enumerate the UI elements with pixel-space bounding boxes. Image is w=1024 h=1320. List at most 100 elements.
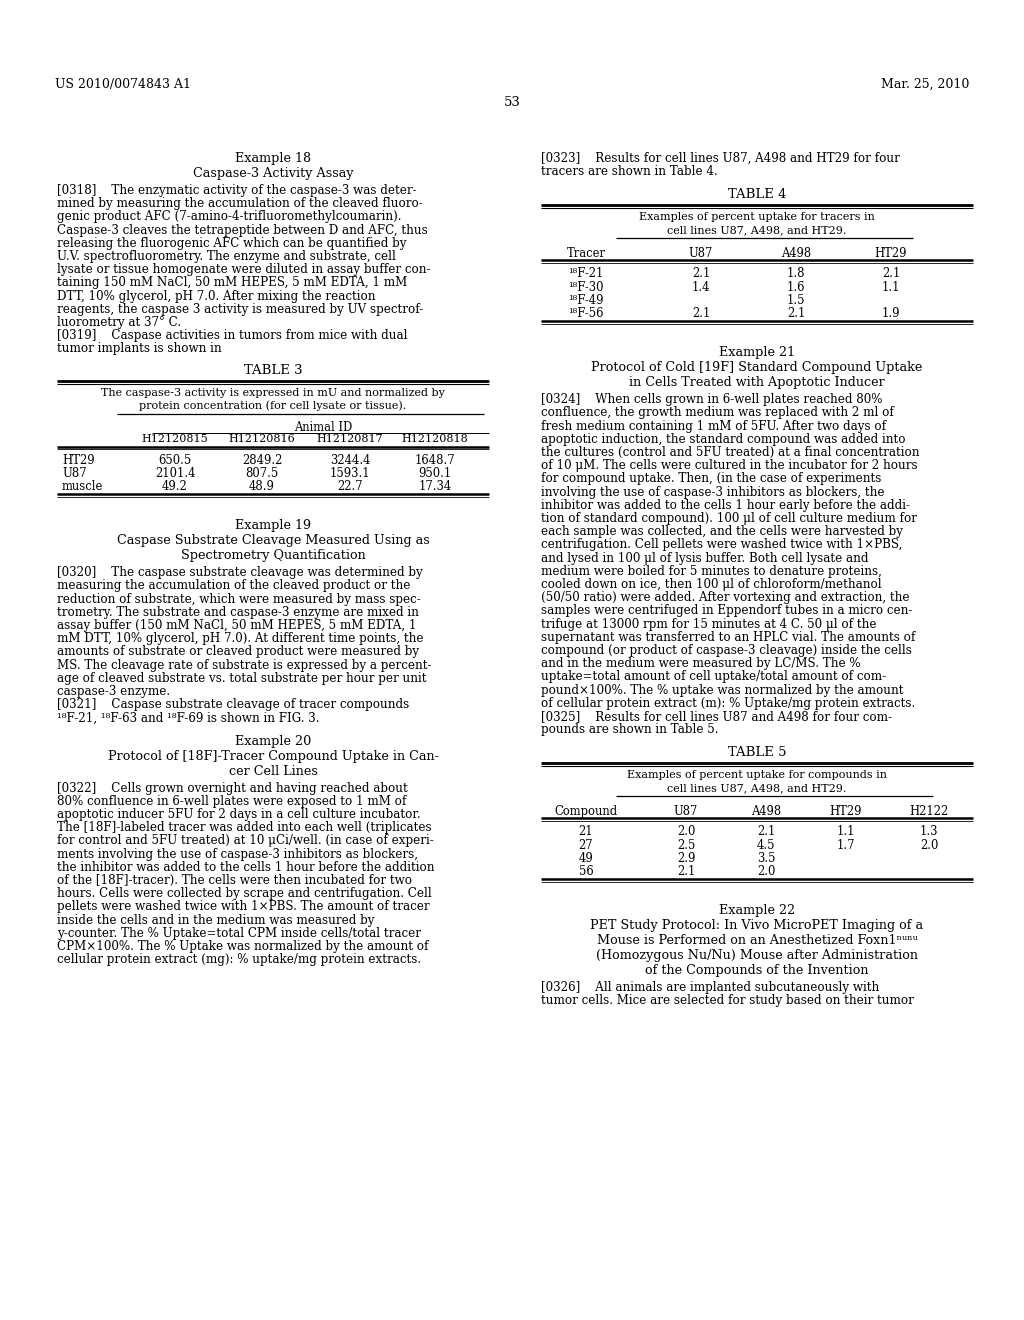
Text: trometry. The substrate and caspase-3 enzyme are mixed in: trometry. The substrate and caspase-3 en…: [57, 606, 419, 619]
Text: (50/50 ratio) were added. After vortexing and extraction, the: (50/50 ratio) were added. After vortexin…: [541, 591, 909, 605]
Text: 49.2: 49.2: [162, 480, 187, 492]
Text: 80% confluence in 6-well plates were exposed to 1 mM of: 80% confluence in 6-well plates were exp…: [57, 795, 407, 808]
Text: Caspase-3 Activity Assay: Caspase-3 Activity Assay: [193, 168, 353, 180]
Text: 1.5: 1.5: [786, 294, 805, 306]
Text: 1.3: 1.3: [920, 825, 938, 838]
Text: 3244.4: 3244.4: [330, 454, 371, 466]
Text: of the Compounds of the Invention: of the Compounds of the Invention: [645, 964, 868, 977]
Text: uptake=total amount of cell uptake/total amount of com-: uptake=total amount of cell uptake/total…: [541, 671, 886, 684]
Text: Caspase-3 cleaves the tetrapeptide between D and AFC, thus: Caspase-3 cleaves the tetrapeptide betwe…: [57, 223, 428, 236]
Text: 2849.2: 2849.2: [242, 454, 283, 466]
Text: Compound: Compound: [554, 805, 617, 818]
Text: 2.1: 2.1: [882, 268, 900, 280]
Text: 1.6: 1.6: [786, 281, 805, 293]
Text: pellets were washed twice with 1×PBS. The amount of tracer: pellets were washed twice with 1×PBS. Th…: [57, 900, 430, 913]
Text: apoptotic induction, the standard compound was added into: apoptotic induction, the standard compou…: [541, 433, 905, 446]
Text: 2101.4: 2101.4: [155, 467, 196, 479]
Text: H12120816: H12120816: [228, 433, 295, 444]
Text: CPM×100%. The % Uptake was normalized by the amount of: CPM×100%. The % Uptake was normalized by…: [57, 940, 428, 953]
Text: for compound uptake. Then, (in the case of experiments: for compound uptake. Then, (in the case …: [541, 473, 882, 486]
Text: 56: 56: [579, 865, 593, 878]
Text: tracers are shown in Table 4.: tracers are shown in Table 4.: [541, 165, 718, 178]
Text: of cellular protein extract (m): % Uptake/mg protein extracts.: of cellular protein extract (m): % Uptak…: [541, 697, 915, 710]
Text: [0323]    Results for cell lines U87, A498 and HT29 for four: [0323] Results for cell lines U87, A498 …: [541, 152, 900, 165]
Text: compound (or product of caspase-3 cleavage) inside the cells: compound (or product of caspase-3 cleava…: [541, 644, 912, 657]
Text: Caspase Substrate Cleavage Measured Using as: Caspase Substrate Cleavage Measured Usin…: [117, 535, 429, 548]
Text: luorometry at 37° C.: luorometry at 37° C.: [57, 315, 181, 329]
Text: 2.0: 2.0: [757, 865, 775, 878]
Text: mM DTT, 10% glycerol, pH 7.0). At different time points, the: mM DTT, 10% glycerol, pH 7.0). At differ…: [57, 632, 424, 645]
Text: protein concentration (for cell lysate or tissue).: protein concentration (for cell lysate o…: [139, 400, 407, 411]
Text: Examples of percent uptake for tracers in: Examples of percent uptake for tracers i…: [639, 213, 874, 222]
Text: 1.1: 1.1: [837, 825, 855, 838]
Text: tumor cells. Mice are selected for study based on their tumor: tumor cells. Mice are selected for study…: [541, 994, 913, 1007]
Text: confluence, the growth medium was replaced with 2 ml of: confluence, the growth medium was replac…: [541, 407, 894, 420]
Text: in Cells Treated with Apoptotic Inducer: in Cells Treated with Apoptotic Inducer: [629, 376, 885, 389]
Text: and in the medium were measured by LC/MS. The %: and in the medium were measured by LC/MS…: [541, 657, 860, 671]
Text: fresh medium containing 1 mM of 5FU. After two days of: fresh medium containing 1 mM of 5FU. Aft…: [541, 420, 886, 433]
Text: U87: U87: [674, 805, 698, 818]
Text: pounds are shown in Table 5.: pounds are shown in Table 5.: [541, 723, 719, 737]
Text: for control and 5FU treated) at 10 μCi/well. (in case of experi-: for control and 5FU treated) at 10 μCi/w…: [57, 834, 434, 847]
Text: 3.5: 3.5: [757, 851, 775, 865]
Text: U87: U87: [689, 247, 713, 260]
Text: US 2010/0074843 A1: US 2010/0074843 A1: [55, 78, 191, 91]
Text: samples were centrifuged in Eppendorf tubes in a micro cen-: samples were centrifuged in Eppendorf tu…: [541, 605, 912, 618]
Text: DTT, 10% glycerol, pH 7.0. After mixing the reaction: DTT, 10% glycerol, pH 7.0. After mixing …: [57, 289, 376, 302]
Text: ¹⁸F-21, ¹⁸F-63 and ¹⁸F-69 is shown in FIG. 3.: ¹⁸F-21, ¹⁸F-63 and ¹⁸F-69 is shown in FI…: [57, 711, 319, 725]
Text: 1.1: 1.1: [882, 281, 900, 293]
Text: [0326]    All animals are implanted subcutaneously with: [0326] All animals are implanted subcuta…: [541, 981, 880, 994]
Text: releasing the fluorogenic AFC which can be quantified by: releasing the fluorogenic AFC which can …: [57, 236, 407, 249]
Text: PET Study Protocol: In Vivo MicroPET Imaging of a: PET Study Protocol: In Vivo MicroPET Ima…: [591, 919, 924, 932]
Text: assay buffer (150 mM NaCl, 50 mM HEPES, 5 mM EDTA, 1: assay buffer (150 mM NaCl, 50 mM HEPES, …: [57, 619, 417, 632]
Text: 2.1: 2.1: [757, 825, 775, 838]
Text: mined by measuring the accumulation of the cleaved fluoro-: mined by measuring the accumulation of t…: [57, 197, 423, 210]
Text: HT29: HT29: [829, 805, 862, 818]
Text: The [18F]-labeled tracer was added into each well (triplicates: The [18F]-labeled tracer was added into …: [57, 821, 432, 834]
Text: TABLE 4: TABLE 4: [728, 189, 786, 202]
Text: caspase-3 enzyme.: caspase-3 enzyme.: [57, 685, 170, 698]
Text: muscle: muscle: [62, 480, 103, 492]
Text: U87: U87: [62, 467, 87, 479]
Text: 1.8: 1.8: [786, 268, 805, 280]
Text: y-counter. The % Uptake=total CPM inside cells/total tracer: y-counter. The % Uptake=total CPM inside…: [57, 927, 421, 940]
Text: HT29: HT29: [874, 247, 907, 260]
Text: Example 20: Example 20: [234, 735, 311, 747]
Text: Mouse is Performed on an Anesthetized Foxn1ⁿᵘⁿᵘ: Mouse is Performed on an Anesthetized Fo…: [597, 935, 918, 948]
Text: Spectrometry Quantification: Spectrometry Quantification: [180, 549, 366, 562]
Text: Examples of percent uptake for compounds in: Examples of percent uptake for compounds…: [627, 771, 887, 780]
Text: A498: A498: [751, 805, 781, 818]
Text: 21: 21: [579, 825, 593, 838]
Text: 1.4: 1.4: [692, 281, 711, 293]
Text: Example 21: Example 21: [719, 346, 795, 359]
Text: cell lines U87, A498, and HT29.: cell lines U87, A498, and HT29.: [668, 224, 847, 235]
Text: pound×100%. The % uptake was normalized by the amount: pound×100%. The % uptake was normalized …: [541, 684, 903, 697]
Text: cooled down on ice, then 100 μl of chloroform/methanol: cooled down on ice, then 100 μl of chlor…: [541, 578, 882, 591]
Text: Mar. 25, 2010: Mar. 25, 2010: [881, 78, 969, 91]
Text: 650.5: 650.5: [159, 454, 191, 466]
Text: 2.0: 2.0: [677, 825, 695, 838]
Text: Protocol of [18F]-Tracer Compound Uptake in Can-: Protocol of [18F]-Tracer Compound Uptake…: [108, 750, 438, 763]
Text: ¹⁸F-56: ¹⁸F-56: [568, 308, 604, 319]
Text: medium were boiled for 5 minutes to denature proteins,: medium were boiled for 5 minutes to dena…: [541, 565, 882, 578]
Text: centrifugation. Cell pellets were washed twice with 1×PBS,: centrifugation. Cell pellets were washed…: [541, 539, 902, 552]
Text: 22.7: 22.7: [337, 480, 362, 492]
Text: inhibitor was added to the cells 1 hour early before the addi-: inhibitor was added to the cells 1 hour …: [541, 499, 910, 512]
Text: 2.5: 2.5: [677, 838, 695, 851]
Text: and lysed in 100 μl of lysis buffer. Both cell lysate and: and lysed in 100 μl of lysis buffer. Bot…: [541, 552, 868, 565]
Text: H12120817: H12120817: [316, 433, 383, 444]
Text: taining 150 mM NaCl, 50 mM HEPES, 5 mM EDTA, 1 mM: taining 150 mM NaCl, 50 mM HEPES, 5 mM E…: [57, 276, 408, 289]
Text: cer Cell Lines: cer Cell Lines: [228, 764, 317, 777]
Text: [0324]    When cells grown in 6-well plates reached 80%: [0324] When cells grown in 6-well plates…: [541, 393, 883, 407]
Text: amounts of substrate or cleaved product were measured by: amounts of substrate or cleaved product …: [57, 645, 419, 659]
Text: Example 19: Example 19: [234, 519, 311, 532]
Text: lysate or tissue homogenate were diluted in assay buffer con-: lysate or tissue homogenate were diluted…: [57, 263, 430, 276]
Text: 1648.7: 1648.7: [415, 454, 456, 466]
Text: 1.9: 1.9: [882, 308, 900, 319]
Text: ments involving the use of caspase-3 inhibitors as blockers,: ments involving the use of caspase-3 inh…: [57, 847, 418, 861]
Text: [0321]    Caspase substrate cleavage of tracer compounds: [0321] Caspase substrate cleavage of tra…: [57, 698, 410, 711]
Text: Example 22: Example 22: [719, 904, 795, 917]
Text: ¹⁸F-30: ¹⁸F-30: [568, 281, 604, 293]
Text: Tracer: Tracer: [566, 247, 605, 260]
Text: ¹⁸F-21: ¹⁸F-21: [568, 268, 604, 280]
